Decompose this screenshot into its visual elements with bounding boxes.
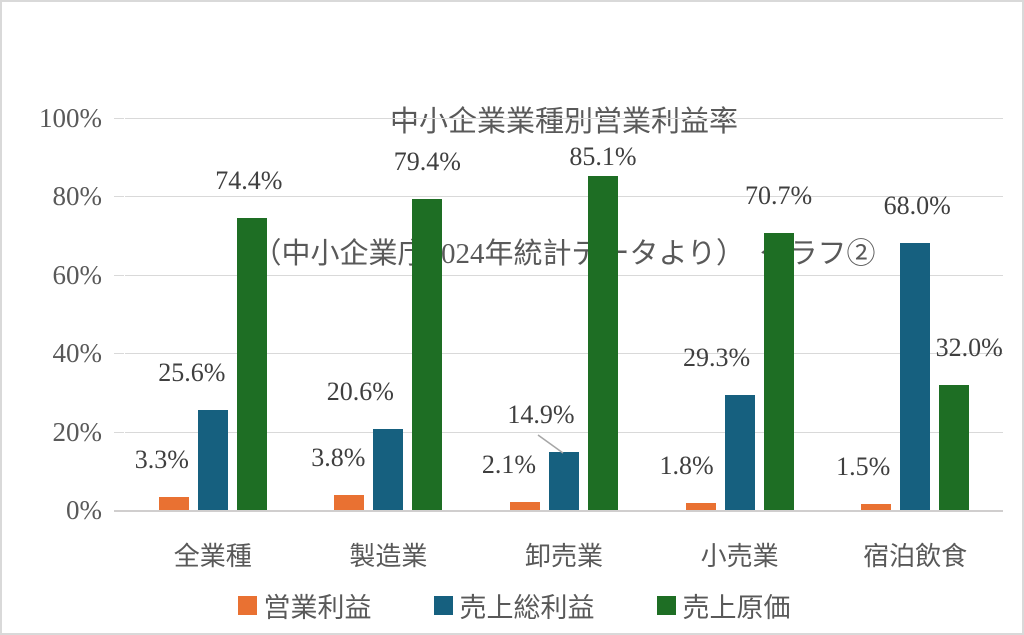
bar-cost-of-sales [588,176,618,510]
gridline [125,353,1003,355]
bar-gross-profit [900,243,931,510]
legend: 営業利益 売上総利益 売上原価 [2,586,1022,625]
bar-gross-profit [197,409,228,510]
data-label: 3.8% [311,443,366,473]
data-label: 29.3% [683,343,751,373]
data-label: 20.6% [326,377,394,407]
bar-cost-of-sales [939,384,970,510]
bar-cost-of-sales [412,198,443,510]
bar-operating-profit [510,501,540,510]
legend-item-gross-profit: 売上総利益 [433,586,595,625]
y-tick-label: 100% [39,103,102,133]
data-label: 79.4% [393,146,461,176]
data-label: 68.0% [883,191,951,221]
axis-tick [114,118,124,119]
axis-tick [114,274,124,276]
x-category-label: 小売業 [700,542,779,571]
data-label: 2.1% [481,449,537,479]
data-label: 70.7% [745,180,813,210]
gridline [125,118,1003,119]
chart-title-block: 中小企業業種別営業利益率 （中小企業庁2024年統計データより） グラフ② [125,12,1003,364]
data-label: 32.0% [935,332,1003,362]
data-label: 1.5% [836,452,891,482]
data-label: 74.4% [215,166,283,196]
data-label: 25.6% [158,357,226,387]
bar-cost-of-sales [763,232,794,510]
chart-subtitle: （中小企業庁2024年統計データより） グラフ② [252,238,876,270]
y-tick-label: 40% [52,338,103,369]
bar-gross-profit [724,395,755,510]
x-axis-line [114,510,1003,512]
bar-operating-profit [158,497,189,510]
bar-gross-profit [373,429,404,510]
legend-label: 売上原価 [682,593,791,623]
y-tick-label: 80% [52,181,103,212]
y-tick-label: 20% [52,416,103,447]
legend-label: 営業利益 [263,593,372,623]
bar-operating-profit [861,504,892,510]
data-label: 1.8% [659,450,714,480]
bar-operating-profit [334,495,365,510]
gridline [125,274,1003,276]
x-category-label: 卸売業 [524,542,603,571]
axis-tick [114,431,124,433]
x-category-label: 製造業 [349,542,428,571]
data-label: 14.9% [507,399,575,429]
axis-tick [114,353,124,355]
legend-item-operating-profit: 営業利益 [237,586,372,625]
legend-label: 売上総利益 [459,593,595,623]
x-category-label: 宿泊飲食 [863,542,968,571]
legend-swatch [656,596,676,615]
bar-gross-profit [549,451,579,510]
chart-title: 中小企業業種別営業利益率 [389,106,738,138]
legend-swatch [433,596,453,615]
gridline [125,431,1003,433]
data-label: 3.3% [134,445,189,475]
y-tick-label: 0% [66,495,102,525]
bar-cost-of-sales [236,218,267,510]
bar-operating-profit [685,502,716,510]
y-tick-label: 60% [52,259,103,290]
gridline [125,196,1003,198]
data-label: 85.1% [569,142,637,172]
x-category-label: 全業種 [173,542,252,571]
legend-item-cost-of-sales: 売上原価 [656,586,791,625]
legend-swatch [237,596,257,615]
axis-tick [114,196,124,198]
